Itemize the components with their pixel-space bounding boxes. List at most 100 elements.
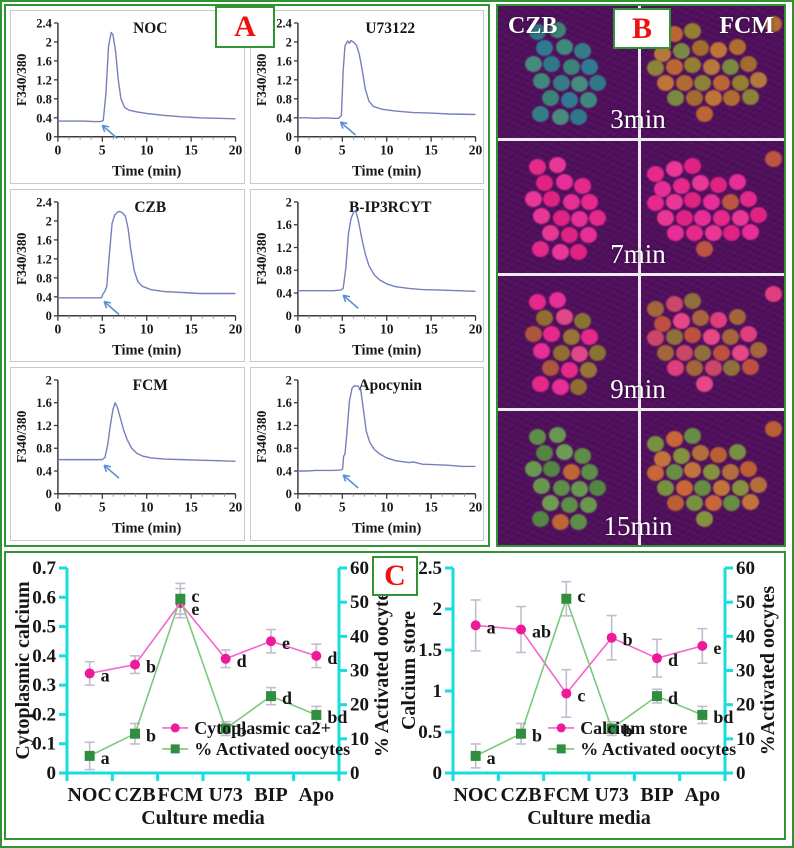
oocyte-dot <box>654 181 671 197</box>
svg-text:1.2: 1.2 <box>36 419 52 433</box>
oocyte-dot <box>696 511 713 527</box>
category-label: BIP <box>640 784 673 806</box>
oocyte-dot <box>647 436 664 452</box>
svg-text:0.8: 0.8 <box>36 442 52 456</box>
oocyte-dot <box>532 106 549 122</box>
oocyte-dot <box>571 211 588 227</box>
oocyte-dot <box>729 444 746 460</box>
oocyte-dot <box>657 345 674 361</box>
svg-text:0.8: 0.8 <box>276 92 292 106</box>
svg-text:0.8: 0.8 <box>36 271 52 285</box>
svg-text:2.4: 2.4 <box>36 16 52 30</box>
svg-text:2.4: 2.4 <box>276 16 292 30</box>
oocyte-dot <box>570 514 587 530</box>
oocyte-dot <box>740 191 757 207</box>
panel-c-cytoplasmic-chart: 0 0.1 0.2 0.3 0.4 0.5 0.6 0.7 0 10 20 30 40 50 60 NOC CZ… <box>9 556 395 835</box>
oocyte-dot <box>574 313 591 329</box>
panel-a-chart-NOC: 0 0.4 0.8 1.2 1.6 2 2.4 0 5 10 15 20 F340/380 Time (m… <box>10 10 245 184</box>
oocyte-dot <box>703 329 720 345</box>
x-axis-title: Time (min) <box>352 342 421 358</box>
legend-label: % Activated oocytes <box>580 739 736 759</box>
oocyte-dot <box>673 313 690 329</box>
oocyte-dot <box>657 210 674 226</box>
oocyte-dot <box>556 309 573 325</box>
oocyte-dot <box>696 241 713 257</box>
oocyte-dot <box>647 465 664 481</box>
significance-letter: bd <box>713 707 733 727</box>
svg-text:20: 20 <box>468 143 482 158</box>
significance-letter: a <box>101 665 110 685</box>
oocyte-dot <box>581 329 598 345</box>
significance-letter: d <box>668 650 678 670</box>
time-label-3min: 3min <box>610 104 666 134</box>
oocyte-dot <box>705 495 722 511</box>
fluorescence-tile-czb-9min <box>498 276 638 408</box>
svg-text:0: 0 <box>736 763 746 784</box>
svg-text:0.2: 0.2 <box>32 704 56 725</box>
svg-text:5: 5 <box>338 143 345 158</box>
svg-text:20: 20 <box>468 500 482 515</box>
chart-title: U73122 <box>365 20 415 37</box>
oocyte-dot <box>563 464 580 480</box>
axes: 00.40.81.21.620 5 10 15 20 <box>276 195 482 336</box>
oocyte-dot <box>542 90 559 106</box>
oocyte-dot <box>742 494 759 510</box>
oocyte-dot <box>529 24 546 40</box>
svg-text:0.8: 0.8 <box>276 263 292 277</box>
oocyte-dot <box>561 497 578 513</box>
oocyte-dot <box>722 464 739 480</box>
svg-text:10: 10 <box>350 729 369 750</box>
svg-text:0: 0 <box>294 143 301 158</box>
chart-title: FCM <box>133 377 169 394</box>
oocyte-dot <box>703 59 720 75</box>
legend: Calcium store% Activated oocytes <box>548 718 736 759</box>
oocyte-dot <box>676 345 693 361</box>
significance-letter: b <box>532 726 542 746</box>
injection-arrow-icon <box>339 121 356 136</box>
oocyte-dot <box>533 478 550 494</box>
oocyte-dot <box>533 343 550 359</box>
panel-a-chart-grid: 0 0.4 0.8 1.2 1.6 2 2.4 0 5 10 15 20 F340/380 Time (m… <box>6 6 488 545</box>
oocyte-dot <box>581 464 598 480</box>
oocyte-dot <box>723 495 740 511</box>
oocyte-dot <box>692 40 709 56</box>
oocyte-dot <box>580 362 597 378</box>
right-axis-title: %Activated oocytes <box>757 586 779 756</box>
panel-b-image-rows: 3min 7min 9min 15min <box>498 6 784 545</box>
significance-letter: bd <box>327 707 347 727</box>
oocyte-dot <box>729 39 746 55</box>
oocyte-dot <box>647 301 664 317</box>
oocyte-dot <box>549 427 566 443</box>
oocyte-dot <box>750 207 767 223</box>
oocyte-dot <box>713 480 730 496</box>
svg-text:0.4: 0.4 <box>36 111 52 125</box>
oocyte-dot <box>705 90 722 106</box>
oocyte-dot <box>710 312 727 328</box>
oocyte-dot <box>713 75 730 91</box>
panel-b-row-7min: 7min <box>498 141 784 276</box>
significance-letter: b <box>146 726 156 746</box>
svg-text:0: 0 <box>46 309 52 323</box>
significance-letter: d <box>327 648 337 668</box>
oocyte-dot <box>732 75 749 91</box>
oocyte-dot <box>740 56 757 72</box>
right-axis-title: % Activated oocytes <box>371 584 393 758</box>
oocyte-dot <box>543 56 560 72</box>
oocyte-dot <box>686 225 703 241</box>
y-axis-title: F340/380 <box>253 53 268 106</box>
category-label: NOC <box>453 784 497 806</box>
panel-b-czb-label: CZB <box>508 13 558 39</box>
fluorescence-tile-fcm-7min <box>641 141 784 273</box>
oocyte-dot <box>553 480 570 496</box>
chart-title: Apocynin <box>358 377 422 394</box>
category-label: U73 <box>208 784 242 806</box>
chart-svg-CZB: 0 0.4 0.8 1.2 1.6 2 2.4 0 5 10 15 20 F340/380 Time (m… <box>14 195 243 358</box>
category-label: CZB <box>500 784 541 806</box>
oocyte-dot <box>673 448 690 464</box>
legend-label: Cytoplasmic ca2+ <box>194 718 331 738</box>
oocyte-dot <box>705 225 722 241</box>
chart-title: NOC <box>133 20 167 37</box>
axes: 0 0.4 0.8 1.2 1.6 2 2.4 0 5 10 15 20 <box>36 195 242 336</box>
